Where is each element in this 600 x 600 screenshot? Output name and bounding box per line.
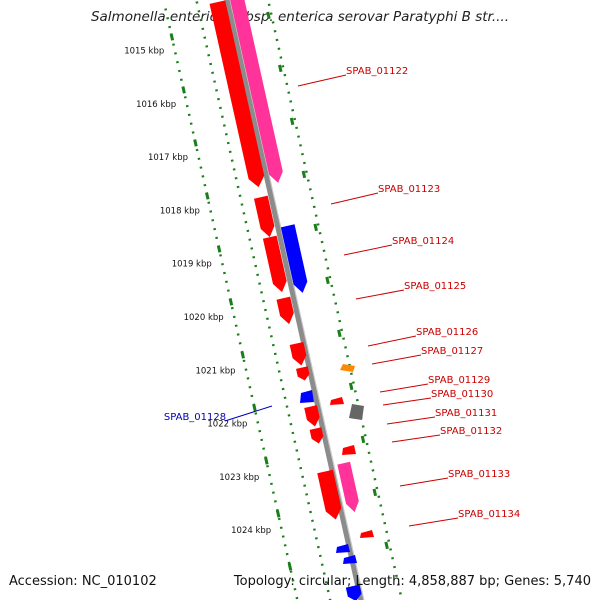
cds-small-blue-1: [336, 544, 350, 553]
cds-small-blue-2: [343, 555, 357, 564]
leader-line: [408, 517, 459, 527]
scale-tick: [264, 457, 269, 465]
scale-tick: [216, 245, 222, 253]
scale-label: 1019 kbp: [172, 260, 212, 270]
gene-label: SPAB_01123: [378, 184, 440, 195]
cds-spab-01131: [309, 427, 324, 444]
cds-spab-01129: [349, 404, 364, 420]
scale-labels: 1015 kbp 1016 kbp 1017 kbp 1018 kbp 1019 kbp…: [124, 47, 271, 537]
cds-bottom-blue: [345, 584, 362, 600]
gene-label: SPAB_01131: [435, 408, 497, 419]
scale-tick: [193, 139, 198, 147]
cds-spab-01127a: [296, 366, 310, 381]
cds-small-red-2: [342, 445, 356, 455]
major-tick: [348, 382, 354, 391]
cds-spab-01126: [289, 342, 307, 366]
scale-label: 1017 kbp: [148, 153, 188, 163]
cds-spab-01123: [253, 195, 275, 238]
leader-line: [371, 354, 422, 365]
scale-label: 1022 kbp: [207, 420, 247, 430]
dotted-guide-tracks: [164, 0, 403, 600]
gene-label: SPAB_01129: [428, 375, 490, 386]
scale-tick: [252, 404, 257, 412]
cds-spab-01124: [280, 224, 308, 293]
gene-label: SPAB_01124: [392, 236, 454, 247]
cds-spab-01133: [337, 461, 359, 513]
leader-line: [399, 477, 449, 487]
cds-spab-01134: [360, 530, 374, 538]
scale-tick: [205, 192, 210, 200]
cds-spab-01130: [304, 405, 320, 427]
gene-label: SPAB_01126: [416, 327, 478, 338]
gene-label: SPAB_01127: [421, 346, 483, 357]
major-tick: [360, 435, 366, 444]
leader-line: [391, 434, 441, 443]
scale-tick: [169, 33, 175, 41]
cds-spab-01124a: [262, 235, 287, 293]
scale-label: 1023 kbp: [219, 473, 259, 483]
major-tick: [289, 117, 295, 126]
leader-line: [297, 74, 347, 87]
major-tick: [266, 11, 271, 20]
scale-label: 1016 kbp: [136, 100, 176, 110]
leader-line: [386, 416, 436, 425]
scale-tick: [275, 510, 281, 518]
scale-tick: [287, 563, 293, 571]
leader-line: [343, 244, 393, 256]
scale-label: 1015 kbp: [124, 47, 164, 57]
gene-label: SPAB_01125: [404, 281, 466, 292]
major-tick: [337, 329, 342, 338]
leader-line: [330, 192, 379, 205]
gene-label: SPAB_01122: [346, 66, 408, 77]
scale-label: 1018 kbp: [160, 206, 200, 216]
cds-spab-01122b: [230, 0, 283, 183]
leader-line: [367, 335, 417, 347]
scale-tick: [240, 351, 245, 359]
leader-line: [379, 383, 429, 393]
major-tick: [325, 276, 330, 285]
gene-label: SPAB_01128: [164, 412, 226, 423]
major-tick: [384, 541, 389, 550]
cds-spab-01128: [300, 390, 314, 403]
scale-label: 1024 kbp: [231, 526, 271, 536]
leader-line: [382, 397, 432, 406]
major-tick: [313, 223, 318, 232]
leader-line: [224, 405, 273, 422]
scale-tick: [228, 298, 234, 306]
genome-summary-text: Topology: circular; Length: 4,858,887 bp…: [233, 574, 591, 589]
leader-line: [355, 289, 405, 300]
cds-features: [209, 0, 374, 600]
cds-spab-01122: [209, 0, 265, 188]
accession-text: Accession: NC_010102: [9, 574, 157, 589]
gene-label: SPAB_01130: [431, 389, 493, 400]
genome-backbone: [224, 0, 365, 600]
cds-small-red-1: [330, 397, 344, 405]
cds-spab-01127: [340, 364, 355, 372]
scale-label: 1020 kbp: [184, 313, 224, 323]
scale-tick: [181, 86, 186, 94]
scale-label: 1021 kbp: [195, 366, 235, 376]
cds-spab-01133a: [317, 469, 342, 520]
gene-labels: SPAB_01122 SPAB_01123 SPAB_01124 SPAB_01125…: [164, 66, 520, 527]
map-title: Salmonella enterica subsp. enterica sero…: [90, 9, 510, 25]
cds-spab-01125: [276, 296, 294, 325]
major-tick: [278, 64, 283, 73]
gene-label: SPAB_01134: [458, 509, 520, 520]
gene-label: SPAB_01133: [448, 469, 510, 480]
gene-label: SPAB_01132: [440, 426, 502, 437]
major-tick: [301, 170, 307, 179]
major-tick: [372, 488, 378, 497]
backbone-line: [224, 0, 364, 600]
